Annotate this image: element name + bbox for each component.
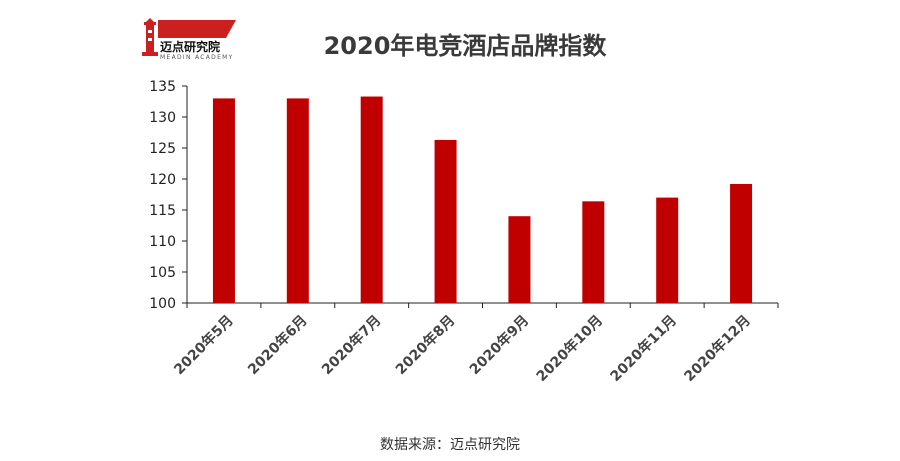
x-tick-label: 2020年5月 (170, 312, 236, 378)
bar (360, 96, 383, 303)
x-tick-label: 2020年6月 (244, 312, 310, 378)
lighthouse-icon (142, 18, 158, 56)
bar (730, 183, 753, 303)
bar (582, 201, 605, 303)
bar (508, 216, 531, 303)
logo-banner-shape (158, 20, 236, 38)
bar (212, 98, 235, 304)
x-tick-label: 2020年10月 (533, 312, 606, 385)
y-tick-label: 100 (149, 296, 176, 312)
logo (142, 18, 236, 56)
x-tick-label: 2020年12月 (681, 312, 754, 385)
chart-title: 2020年电竞酒店品牌指数 (323, 32, 607, 60)
x-tick-label: 2020年8月 (392, 312, 458, 378)
x-tick-label: 2020年7月 (318, 312, 384, 378)
y-tick-label: 125 (149, 141, 176, 157)
x-tick-label: 2020年9月 (466, 312, 532, 378)
bar (434, 139, 457, 303)
y-tick-label: 115 (149, 203, 176, 219)
logo-name: 迈点研究院 (160, 40, 221, 54)
source-note: 数据来源：迈点研究院 (380, 437, 520, 453)
logo-subtitle: MEADIN ACADEMY (160, 54, 234, 61)
bar (286, 98, 309, 304)
y-tick-label: 135 (149, 79, 176, 95)
y-tick-label: 130 (149, 110, 176, 126)
x-tick-label: 2020年11月 (607, 312, 680, 385)
bar (656, 197, 679, 303)
y-tick-label: 105 (149, 265, 176, 281)
y-tick-label: 120 (149, 172, 176, 188)
y-tick-label: 110 (149, 234, 176, 250)
